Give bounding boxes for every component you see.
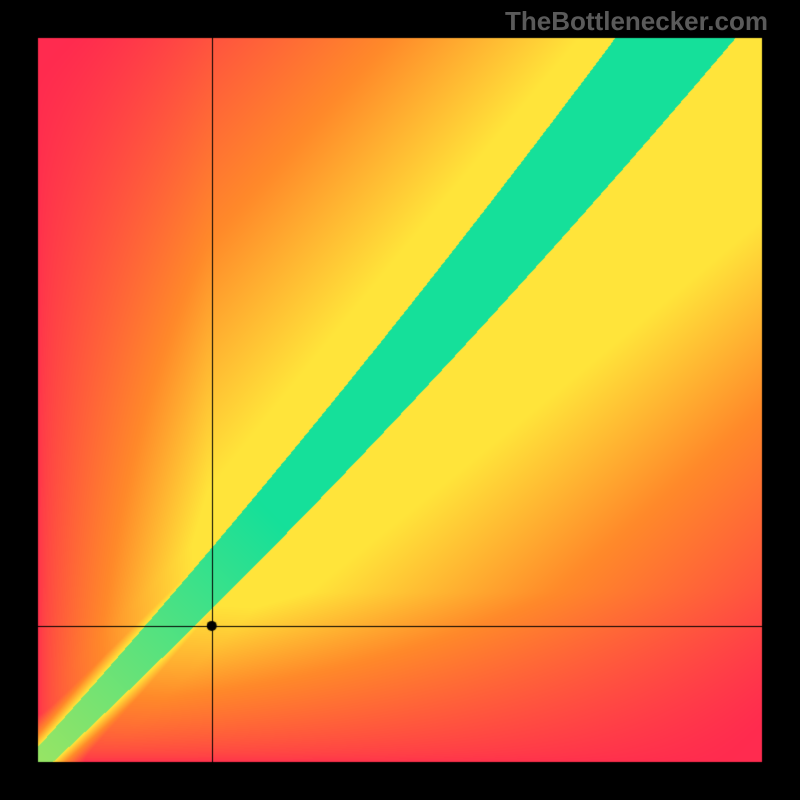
bottleneck-heatmap bbox=[0, 0, 800, 800]
chart-container: { "image": { "width": 800, "height": 800… bbox=[0, 0, 800, 800]
watermark-text: TheBottlenecker.com bbox=[505, 6, 768, 37]
